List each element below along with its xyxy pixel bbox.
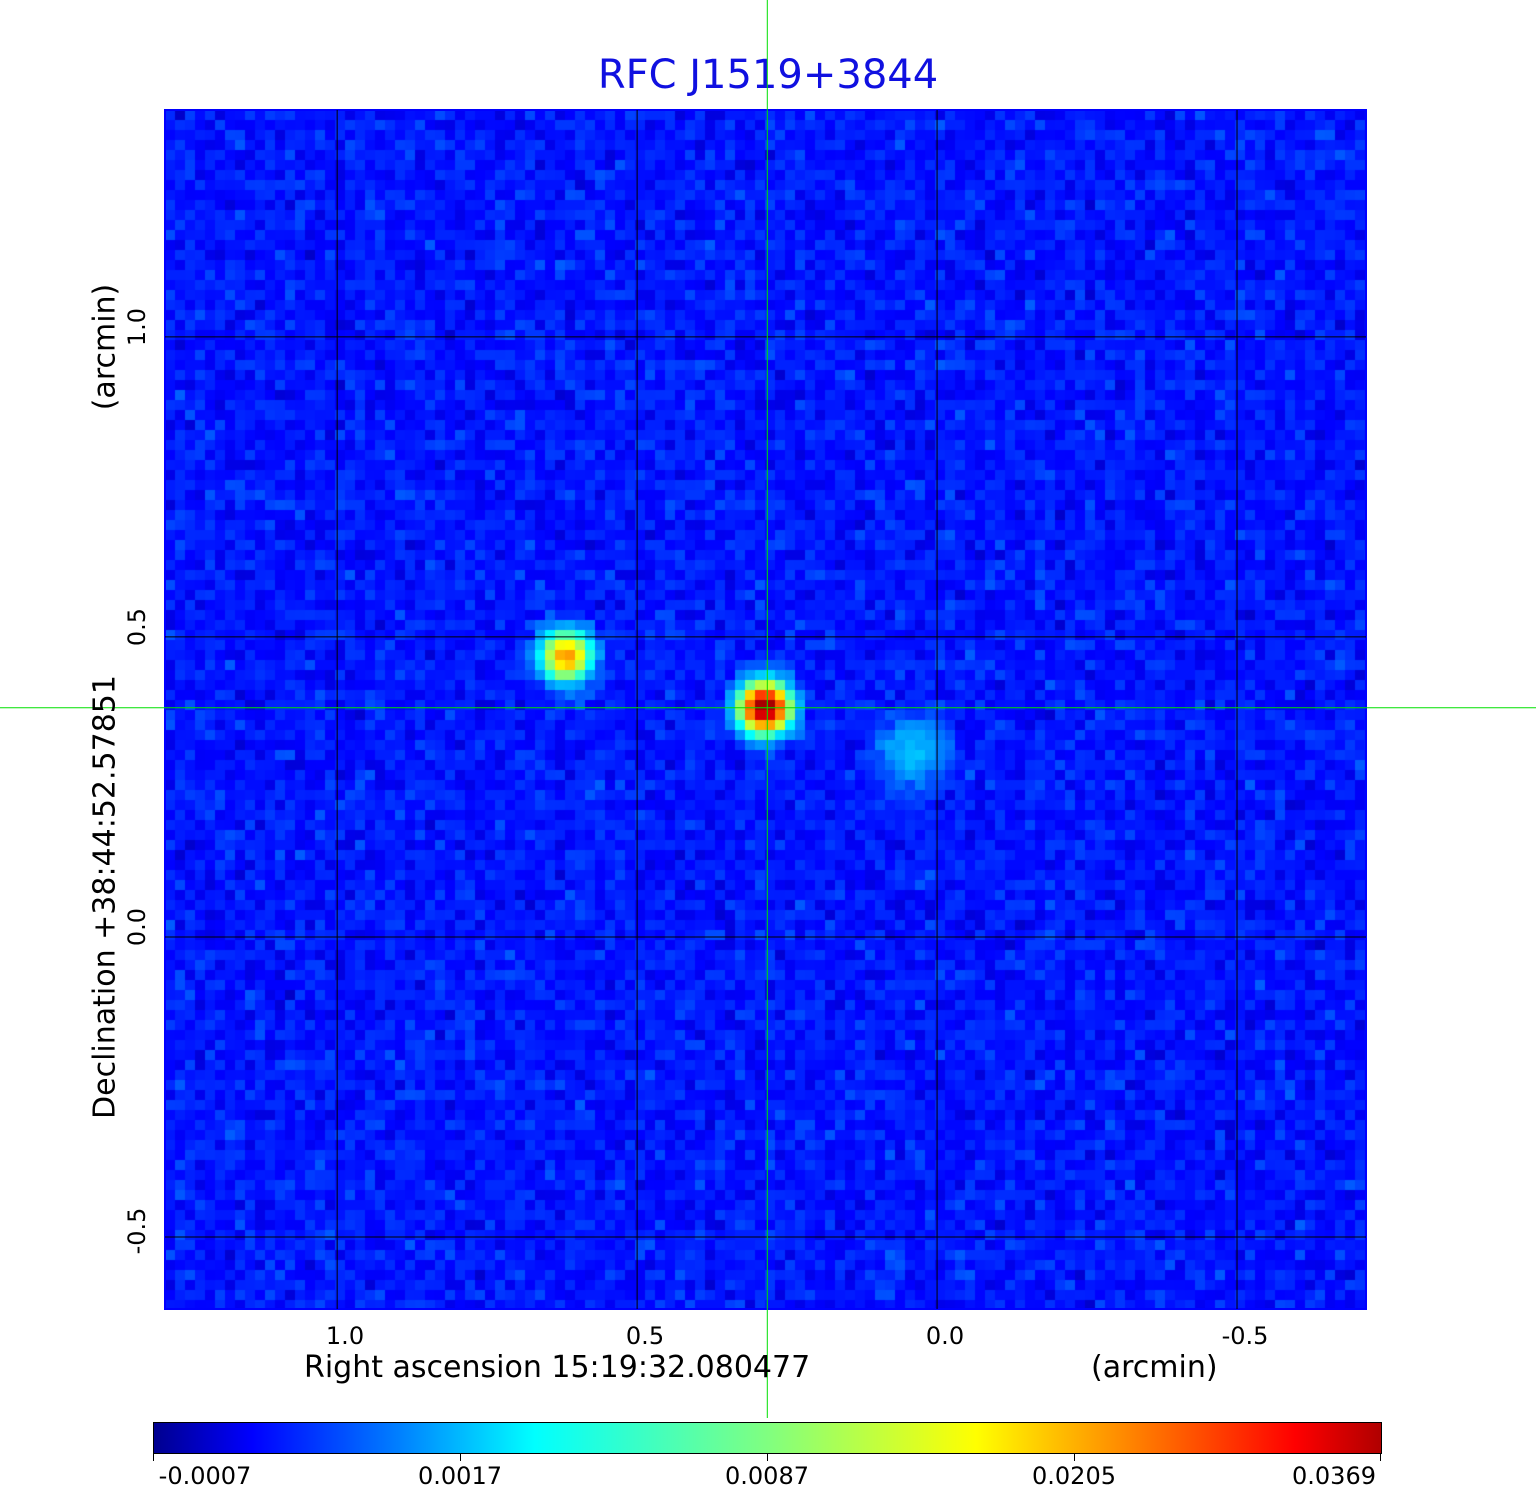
- x-tick-label: 0.0: [925, 1322, 965, 1350]
- colorbar: [153, 1422, 1382, 1454]
- heatmap-image: [165, 110, 1366, 1309]
- colorbar-tick: [767, 1453, 768, 1461]
- y-axis-label: Declination +38:44:52.57851: [87, 675, 123, 1119]
- plot-frame: [164, 109, 1367, 1310]
- x-tick-label: -0.5: [1221, 1322, 1269, 1350]
- x-axis-unit: (arcmin): [1091, 1350, 1218, 1385]
- colorbar-tick: [153, 1453, 154, 1461]
- x-tick-label: 0.5: [625, 1322, 665, 1350]
- chart-title: RFC J1519+3844: [597, 52, 939, 98]
- colorbar-tick-label: 0.0017: [418, 1462, 502, 1490]
- y-axis-unit: (arcmin): [87, 283, 123, 411]
- y-tick-label: 1.0: [123, 307, 151, 347]
- x-axis-label: Right ascension 15:19:32.080477: [304, 1350, 811, 1385]
- colorbar-tick: [460, 1453, 461, 1461]
- y-tick-label: 0.5: [123, 607, 151, 647]
- colorbar-tick: [1074, 1453, 1075, 1461]
- colorbar-tick-label: 0.0369: [1292, 1462, 1376, 1490]
- colorbar-tick-label: -0.0007: [158, 1462, 252, 1490]
- colorbar-tick-label: 0.0205: [1032, 1462, 1116, 1490]
- colorbar-tick: [1380, 1453, 1381, 1461]
- x-tick-label: 1.0: [325, 1322, 365, 1350]
- y-tick-label: 0.0: [123, 907, 151, 947]
- y-tick-label: -0.5: [123, 1207, 151, 1255]
- colorbar-tick-label: 0.0087: [725, 1462, 809, 1490]
